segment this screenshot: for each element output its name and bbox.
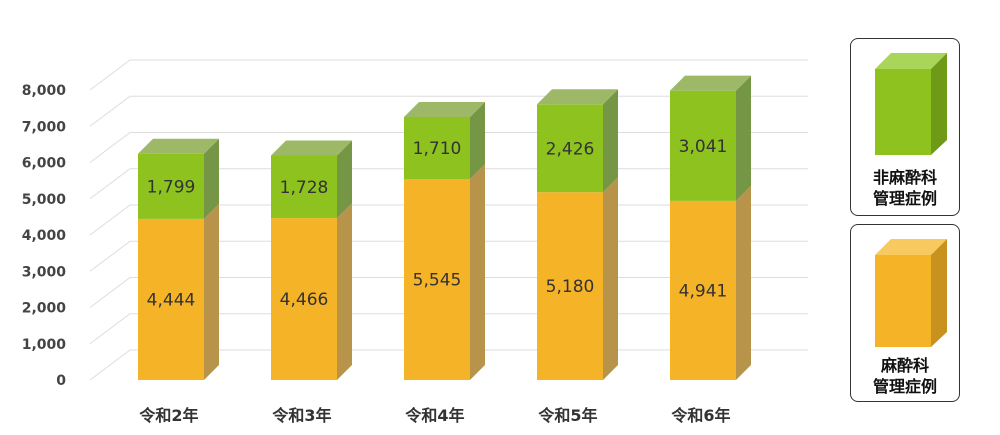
legend-label-anesthesia-line1: 麻酔科 <box>880 356 929 375</box>
data-label: 1,728 <box>280 178 329 198</box>
bar-top-face <box>271 140 352 156</box>
legend-swatch-green <box>875 53 947 155</box>
data-label: 5,180 <box>546 277 595 297</box>
gridline <box>89 59 808 91</box>
bar-non-anesthesia <box>670 90 736 201</box>
y-tick-label: 8,000 <box>22 83 67 99</box>
bar-non-anesthesia <box>271 155 337 219</box>
data-label: 2,426 <box>546 139 595 159</box>
bar-side-anesthesia <box>603 177 618 380</box>
y-tick-label: 2,000 <box>22 301 67 317</box>
bar-side-non-anesthesia <box>603 89 618 193</box>
x-tick-label: 令和5年 <box>537 406 597 425</box>
legend-swatch-orange <box>875 239 947 347</box>
bar-non-anesthesia <box>404 117 470 179</box>
bar-anesthesia <box>138 218 204 380</box>
bar-top-face <box>404 102 485 118</box>
legend-label-non-anesthesia: 非麻酔科 管理症例 <box>851 167 959 209</box>
bar-top-face <box>537 89 618 105</box>
x-tick-label: 令和2年 <box>138 406 198 425</box>
bar-side-non-anesthesia <box>736 75 751 201</box>
data-label: 1,710 <box>413 139 462 159</box>
bar-non-anesthesia <box>537 104 603 193</box>
x-tick-label: 令和4年 <box>404 406 464 425</box>
y-tick-label: 7,000 <box>22 119 67 135</box>
y-tick-label: 6,000 <box>22 156 67 172</box>
legend-label-anesthesia-line2: 管理症例 <box>872 377 937 396</box>
bar-non-anesthesia <box>138 153 204 219</box>
data-label: 5,545 <box>413 270 462 290</box>
data-label: 4,941 <box>679 281 728 301</box>
bar-side-anesthesia <box>204 203 219 380</box>
bar-anesthesia <box>404 178 470 380</box>
y-tick-label: 4,000 <box>22 228 67 244</box>
x-tick-label: 令和3年 <box>271 406 331 425</box>
legend-item-anesthesia: 麻酔科 管理症例 <box>850 224 960 402</box>
bar-top-face <box>138 138 219 154</box>
y-tick-label: 3,000 <box>22 264 67 280</box>
bar-side-non-anesthesia <box>204 138 219 219</box>
bar-anesthesia <box>537 192 603 380</box>
bar-anesthesia <box>670 200 736 380</box>
legend-label-non-anesthesia-line1: 非麻酔科 <box>872 168 937 187</box>
y-tick-label: 0 <box>56 373 66 389</box>
data-label: 3,041 <box>679 137 728 157</box>
y-tick-label: 1,000 <box>22 337 67 353</box>
bar-side-anesthesia <box>470 163 485 380</box>
data-label: 4,444 <box>147 290 196 310</box>
stacked-bar-chart: 0 1,000 2,000 3,000 4,000 5,000 6,000 7,000 8,00… <box>22 59 808 425</box>
bar-side-non-anesthesia <box>470 102 485 179</box>
legend-item-non-anesthesia: 非麻酔科 管理症例 <box>850 38 960 216</box>
data-label: 1,799 <box>147 177 196 197</box>
data-label: 4,466 <box>280 290 329 310</box>
bar-top-face <box>670 75 751 91</box>
bar-side-anesthesia <box>337 203 352 380</box>
legend-label-anesthesia: 麻酔科 管理症例 <box>851 355 959 397</box>
bar-side-anesthesia <box>736 185 751 380</box>
bar-anesthesia <box>271 218 337 380</box>
x-tick-label: 令和6年 <box>670 406 730 425</box>
legend-label-non-anesthesia-line2: 管理症例 <box>872 189 937 208</box>
bar-side-non-anesthesia <box>337 140 352 219</box>
y-tick-label: 5,000 <box>22 192 67 208</box>
